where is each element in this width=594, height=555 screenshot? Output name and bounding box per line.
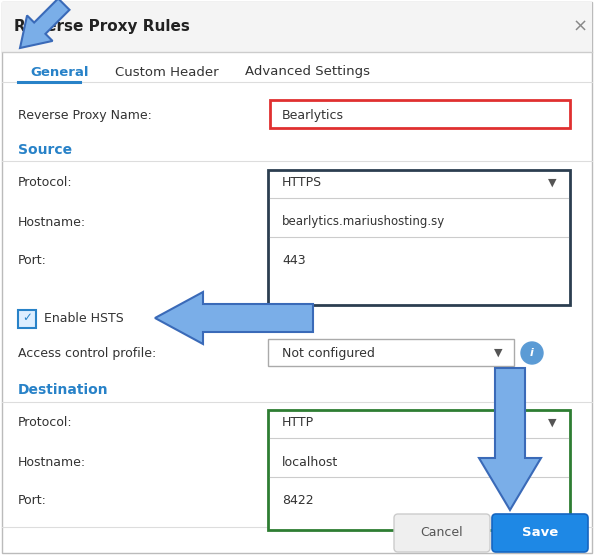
Text: Reverse Proxy Name:: Reverse Proxy Name: [18, 108, 152, 122]
Text: HTTPS: HTTPS [282, 176, 322, 189]
Text: General: General [30, 65, 89, 78]
Text: Cancel: Cancel [421, 527, 463, 539]
Polygon shape [479, 368, 541, 510]
Bar [268, 339, 514, 366]
Bar [268, 170, 570, 305]
Text: Save: Save [522, 527, 558, 539]
Text: Access control profile:: Access control profile: [18, 346, 156, 360]
Text: 443: 443 [282, 255, 306, 268]
Bar [268, 410, 570, 530]
Text: ▼: ▼ [548, 418, 556, 428]
Text: bearlytics.mariushosting.sy: bearlytics.mariushosting.sy [282, 215, 446, 229]
Text: Port:: Port: [18, 495, 47, 507]
Text: Custom Header: Custom Header [115, 65, 219, 78]
Polygon shape [155, 292, 313, 344]
Text: 8422: 8422 [282, 495, 314, 507]
FancyBboxPatch shape [492, 514, 588, 552]
Text: Port:: Port: [18, 255, 47, 268]
Text: Hostname:: Hostname: [18, 215, 86, 229]
Text: Bearlytics: Bearlytics [282, 108, 344, 122]
Text: Source: Source [18, 143, 72, 157]
FancyBboxPatch shape [394, 514, 490, 552]
Text: ×: × [573, 18, 587, 36]
Text: ✓: ✓ [22, 311, 32, 325]
Text: Protocol:: Protocol: [18, 176, 72, 189]
Text: Destination: Destination [18, 383, 109, 397]
Bar [2, 2, 592, 52]
Bar [18, 310, 36, 328]
Text: localhost: localhost [282, 456, 338, 468]
Text: Hostname:: Hostname: [18, 456, 86, 468]
Text: Advanced Settings: Advanced Settings [245, 65, 370, 78]
Text: ▼: ▼ [494, 348, 503, 358]
Text: HTTP: HTTP [282, 416, 314, 430]
Text: ▼: ▼ [548, 178, 556, 188]
Text: Enable HSTS: Enable HSTS [44, 311, 124, 325]
Polygon shape [20, 0, 69, 48]
Bar [270, 100, 570, 128]
Text: Not configured: Not configured [282, 346, 375, 360]
Text: Reverse Proxy Rules: Reverse Proxy Rules [14, 19, 190, 34]
Text: i: i [530, 348, 534, 358]
Circle shape [521, 342, 543, 364]
Text: Protocol:: Protocol: [18, 416, 72, 430]
